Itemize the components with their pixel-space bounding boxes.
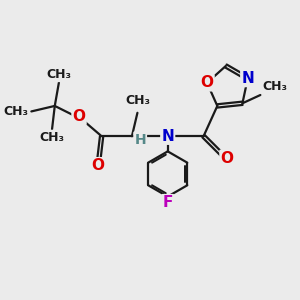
Text: CH₃: CH₃ [46,68,71,81]
Text: O: O [220,151,233,166]
Text: O: O [73,109,85,124]
Text: CH₃: CH₃ [3,105,28,118]
Text: F: F [163,195,173,210]
Text: CH₃: CH₃ [125,94,150,107]
Text: CH₃: CH₃ [40,131,64,144]
Text: H: H [134,133,146,146]
Text: O: O [200,75,214,90]
Text: O: O [91,158,104,173]
Text: N: N [161,129,174,144]
Text: CH₃: CH₃ [262,80,287,93]
Text: N: N [241,71,254,86]
